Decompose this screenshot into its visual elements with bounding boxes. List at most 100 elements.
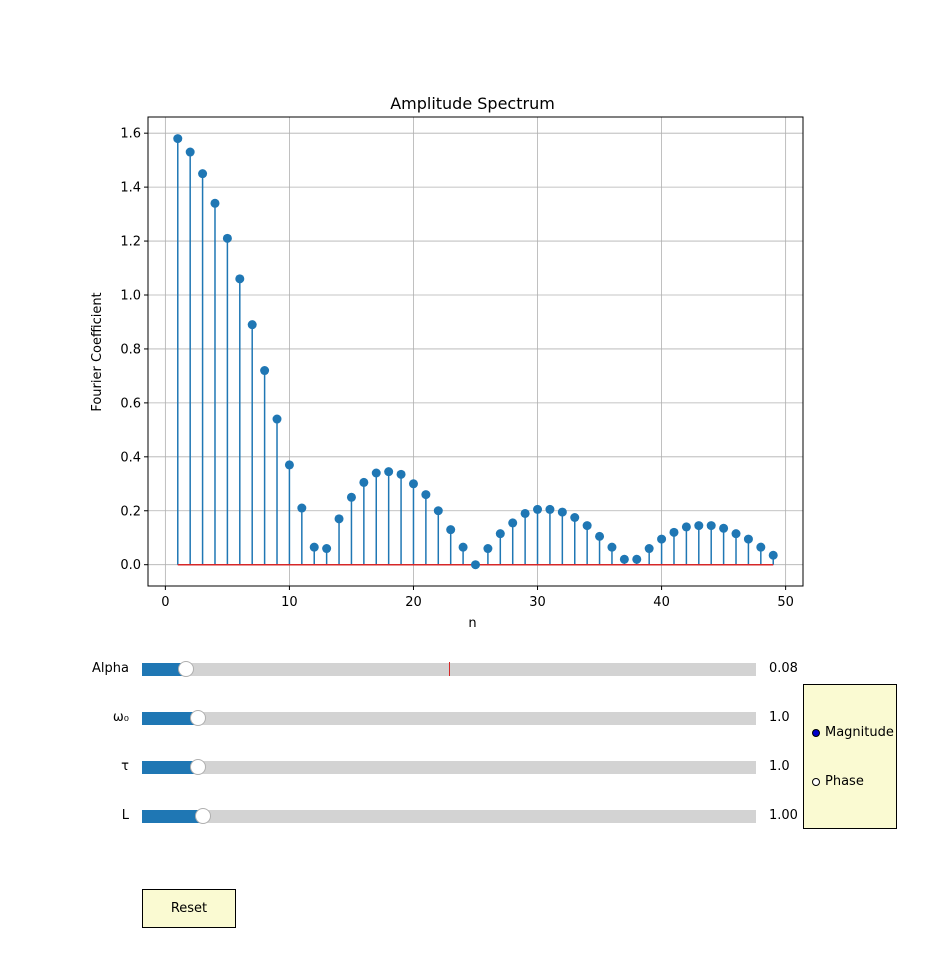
y-tick-label: 1.0 [120, 288, 141, 303]
x-axis-label: n [468, 616, 476, 631]
y-axis-label: Fourier Coefficient [90, 292, 105, 411]
stem-marker [371, 468, 381, 478]
stem-marker [595, 531, 605, 541]
slider-initial-marker [449, 662, 450, 676]
stem-marker [508, 518, 518, 528]
stem-marker [235, 274, 245, 284]
stem-marker [260, 366, 270, 376]
stem-marker [433, 506, 443, 516]
stem-marker [185, 147, 195, 157]
view-mode-radio-group: Magnitude Phase [803, 684, 897, 829]
stem-marker [334, 514, 344, 524]
x-tick-label: 40 [653, 595, 670, 610]
slider-label: L [121, 808, 129, 823]
radio-phase[interactable]: Phase [812, 774, 864, 789]
stem-marker [421, 490, 431, 500]
stem-marker [557, 507, 567, 517]
x-tick-label: 50 [777, 595, 794, 610]
y-tick-label: 1.4 [120, 181, 141, 196]
stem-marker [619, 554, 629, 564]
radio-magnitude[interactable]: Magnitude [812, 725, 894, 740]
stem-marker [483, 544, 493, 554]
stem-marker [657, 534, 667, 544]
slider-fill [142, 663, 187, 676]
slider-track[interactable] [142, 661, 756, 677]
x-tick-label: 30 [529, 595, 546, 610]
radio-phase-dot[interactable] [812, 777, 820, 786]
stem-marker [446, 525, 456, 535]
stem-marker [731, 529, 741, 539]
stem-marker [706, 521, 716, 531]
stem-marker [582, 521, 592, 531]
slider-label: τ [121, 759, 129, 774]
radio-magnitude-dot[interactable] [812, 728, 820, 737]
slider-track[interactable] [142, 808, 756, 824]
stem-marker [272, 414, 282, 424]
stem-marker [607, 542, 617, 552]
grid-lines [148, 117, 803, 586]
slider-fill [142, 712, 199, 725]
slider-track[interactable] [142, 710, 756, 726]
stem-marker [384, 467, 394, 477]
slider-value: 1.0 [769, 759, 790, 774]
slider-value: 0.08 [769, 661, 798, 676]
slider-value: 1.00 [769, 808, 798, 823]
slider-fill [142, 761, 199, 774]
stem-marker [520, 508, 530, 518]
stem-marker [359, 477, 369, 487]
stem-marker [545, 504, 555, 514]
stem-marker [322, 544, 332, 554]
stem-marker [297, 503, 307, 513]
y-tick-label: 1.6 [120, 127, 141, 142]
slider-handle[interactable] [190, 759, 207, 775]
x-tick-label: 20 [405, 595, 422, 610]
stem-marker [309, 542, 319, 552]
amplitude-spectrum-chart: Amplitude Spectrum 0 10 20 30 40 50 0.0 0.2 0.4… [90, 94, 804, 631]
radio-phase-label: Phase [825, 774, 864, 789]
y-tick-label: 0.2 [120, 504, 141, 519]
slider-label: Alpha [92, 661, 129, 676]
stem-marker [471, 560, 480, 570]
stem-marker [669, 527, 679, 537]
chart-title: Amplitude Spectrum [390, 94, 555, 113]
x-axis-ticks: 0 10 20 30 40 50 [161, 586, 794, 610]
stem-marker [173, 134, 183, 144]
stem-marker [247, 320, 257, 330]
axes-frame [147, 116, 804, 587]
stem-marker [396, 469, 406, 479]
slider-handle[interactable] [178, 661, 195, 677]
stem-marker [533, 504, 543, 514]
stem-marker [210, 198, 220, 208]
stem-marker [495, 529, 505, 539]
stem-marker [743, 534, 753, 544]
y-tick-label: 0.4 [120, 450, 141, 465]
y-tick-label: 0.0 [120, 558, 141, 573]
y-tick-label: 0.8 [120, 342, 141, 357]
stem-marker [768, 550, 778, 560]
slider-handle[interactable] [190, 710, 207, 726]
y-tick-label: 1.2 [120, 235, 141, 250]
reset-button[interactable]: Reset [142, 889, 236, 928]
stem-marker [719, 523, 729, 533]
stem-marker [346, 492, 356, 502]
slider-value: 1.0 [769, 710, 790, 725]
y-axis-ticks: 0.0 0.2 0.4 0.6 0.8 1.0 1.2 1.4 1.6 [120, 127, 148, 573]
stem-marker [681, 522, 691, 532]
stem-marker [408, 479, 418, 489]
stem-markers [173, 134, 778, 570]
slider-fill [142, 810, 204, 823]
stem-marker [222, 233, 232, 243]
stem-marker [284, 460, 294, 470]
stem-marker [756, 542, 766, 552]
slider-label: ω₀ [112, 710, 129, 725]
x-tick-label: 10 [281, 595, 298, 610]
stem-marker [198, 169, 208, 179]
stem-marker [644, 544, 654, 554]
x-tick-label: 0 [161, 595, 169, 610]
radio-magnitude-label: Magnitude [825, 725, 894, 740]
stem-marker [570, 512, 580, 522]
stem-marker [694, 521, 704, 531]
slider-handle[interactable] [195, 808, 212, 824]
slider-track[interactable] [142, 759, 756, 775]
stem-marker [458, 542, 468, 552]
